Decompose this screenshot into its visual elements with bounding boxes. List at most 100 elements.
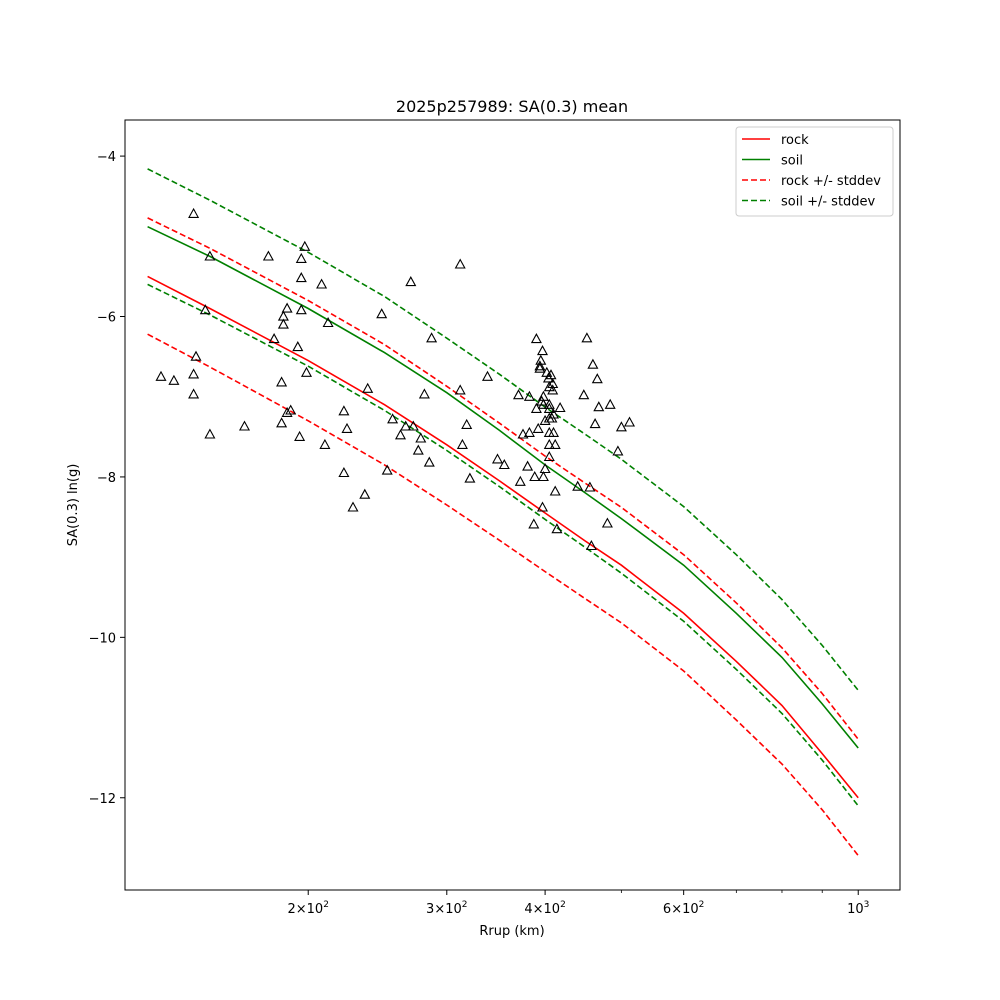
legend-label: rock <box>781 133 809 148</box>
observation-point <box>300 366 313 377</box>
legend-label: rock +/- stddev <box>781 174 881 189</box>
observation-point <box>461 418 473 429</box>
series-line-4 <box>147 168 859 691</box>
observation-point <box>405 276 417 287</box>
observation-point <box>543 402 555 413</box>
observation-point <box>530 333 542 344</box>
observation-point <box>601 517 613 528</box>
observation-point <box>341 422 353 433</box>
x-tick-label: 4×102 <box>524 900 565 917</box>
observation-point <box>190 350 202 361</box>
observation-point <box>498 458 510 470</box>
observation-point <box>534 360 546 371</box>
observation-point <box>454 384 466 395</box>
observation-point <box>539 414 551 425</box>
observation-point <box>338 405 350 416</box>
observation-point <box>512 389 525 400</box>
y-axis: −4 −6 −8 −10 −12 <box>89 150 125 807</box>
observation-point <box>456 438 468 449</box>
y-tick-label: −8 <box>97 471 116 486</box>
observation-point <box>376 308 388 319</box>
observation-point <box>188 368 200 379</box>
observation-point <box>204 250 216 261</box>
observation-point <box>542 372 555 383</box>
observation-point <box>423 456 435 467</box>
observation-point <box>407 420 419 431</box>
observation-point <box>387 413 399 424</box>
observation-point <box>491 453 504 464</box>
legend-label: soil +/- stddev <box>781 195 876 210</box>
observation-point <box>585 539 597 551</box>
observation-point <box>589 418 601 429</box>
observation-point <box>545 369 557 380</box>
observation-point <box>547 426 560 437</box>
observation-point <box>262 250 274 261</box>
observation-point <box>277 318 289 329</box>
observation-point <box>418 388 430 399</box>
observation-point <box>543 398 555 409</box>
observation-point <box>338 466 350 478</box>
observation-point <box>514 475 526 486</box>
observation-point <box>528 518 540 529</box>
observation-point <box>529 470 541 482</box>
observation-point <box>295 304 307 315</box>
observation-point <box>547 384 559 395</box>
observation-point <box>199 304 211 315</box>
observation-point <box>359 488 371 499</box>
observation-point <box>188 207 200 218</box>
x-tick-label: 2×102 <box>287 900 328 917</box>
observation-point <box>587 358 599 369</box>
observation-point <box>584 481 596 492</box>
observation-point <box>543 438 555 449</box>
observation-point <box>549 438 561 449</box>
observation-point <box>400 420 412 431</box>
observation-point <box>523 426 535 437</box>
observation-point <box>188 388 200 399</box>
y-tick-label: −4 <box>97 150 116 165</box>
series-line-3 <box>147 333 859 856</box>
y-axis-label: SA(0.3) ln(g) <box>66 464 81 547</box>
observation-point <box>537 398 549 409</box>
observation-point <box>537 470 549 482</box>
x-tick-label: 6×102 <box>663 900 704 917</box>
y-tick-label: −12 <box>89 792 116 807</box>
series-line-2 <box>147 217 859 740</box>
observation-point <box>554 401 566 413</box>
observation-point <box>593 401 605 412</box>
series-line-1 <box>147 225 859 749</box>
series-line-5 <box>147 283 859 807</box>
observation-point <box>572 480 584 491</box>
observation-point <box>276 376 288 387</box>
observation-point <box>454 258 466 269</box>
chart-title: 2025p257989: SA(0.3) mean <box>396 97 628 116</box>
observation-point <box>281 406 293 417</box>
observation-point <box>543 450 555 462</box>
observation-point <box>535 354 547 365</box>
series-line-0 <box>147 275 859 799</box>
observation-point <box>517 428 529 439</box>
observation-point <box>549 485 561 496</box>
observation-point <box>534 362 546 373</box>
observation-point <box>322 316 334 328</box>
observation-point <box>316 278 328 289</box>
plot-frame <box>124 119 901 891</box>
observation-point <box>295 272 307 283</box>
observation-point <box>426 332 438 343</box>
observation-point <box>394 429 407 440</box>
observation-point <box>294 430 306 441</box>
observation-point <box>581 332 593 343</box>
observation-point <box>623 416 636 427</box>
observation-point <box>381 464 393 475</box>
observations-layer <box>155 207 636 551</box>
observation-point <box>532 422 544 433</box>
observation-point <box>612 445 624 456</box>
observation-point <box>464 472 476 483</box>
x-axis-label: Rrup (km) <box>479 924 544 939</box>
observation-point <box>415 432 427 443</box>
observation-point <box>591 373 603 384</box>
observation-point <box>604 398 616 409</box>
observation-point <box>547 377 559 389</box>
observation-point <box>292 341 304 352</box>
y-tick-label: −10 <box>89 631 116 646</box>
observation-point <box>539 462 551 474</box>
